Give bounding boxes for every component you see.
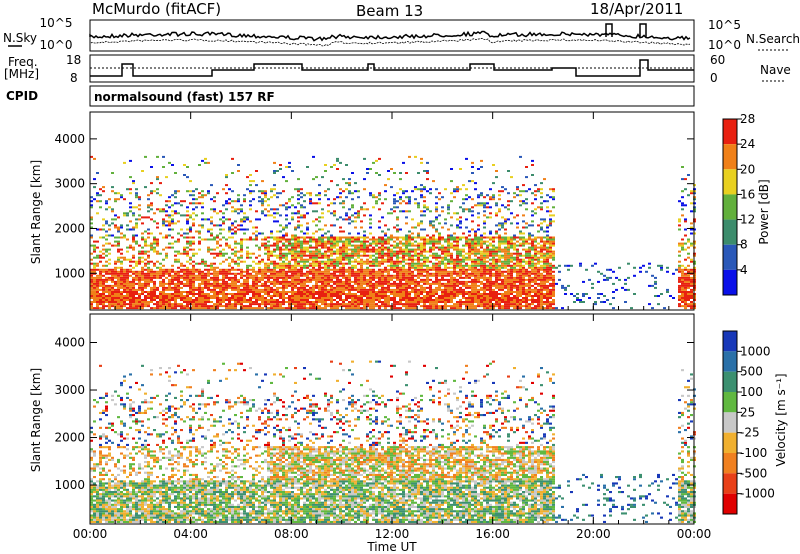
colorbar-tick: 20: [740, 162, 755, 176]
nave-label: Nave: [760, 63, 791, 77]
colorbar-swatch: [723, 351, 737, 372]
colorbar-swatch: [723, 169, 737, 195]
nave-tick-top: 60: [710, 53, 725, 67]
freq-tick-bottom: 8: [70, 71, 78, 85]
time-tick-label: 00:00: [677, 527, 712, 541]
nsky-tick-top: 10^5: [40, 16, 73, 30]
freq-label-line1: Freq.: [8, 55, 38, 69]
noise-strip: [89, 19, 695, 52]
range-tick-label: 4000: [54, 336, 85, 350]
range-tick-label: 1000: [54, 266, 85, 280]
power-colorbar-label: Power [dB]: [757, 179, 771, 244]
colorbar-swatch: [723, 371, 737, 392]
date-title: 18/Apr/2011: [590, 0, 683, 18]
colorbar-tick: 1000: [740, 344, 771, 358]
beam-title: Beam 13: [356, 2, 423, 20]
colorbar-swatch: [723, 269, 737, 295]
time-tick-label: 16:00: [475, 527, 510, 541]
colorbar-swatch: [723, 219, 737, 245]
colorbar-tick: -100: [740, 446, 767, 460]
colorbar-tick: 12: [740, 213, 755, 227]
colorbar-swatch: [723, 194, 737, 220]
range-tick-label: 2000: [54, 221, 85, 235]
colorbar-swatch: [723, 392, 737, 413]
colorbar-swatch: [723, 144, 737, 170]
range-tick-label: 4000: [54, 132, 85, 146]
colorbar-swatch: [723, 331, 737, 352]
velocity-ylabel: Slant Range [km]: [29, 368, 43, 472]
power-colorbar: 4 8 12 16 20 24 28: [722, 112, 755, 296]
range-tick-label: 1000: [54, 478, 85, 492]
nsearch-tick-top: 10^5: [708, 18, 741, 32]
velocity-panel: [90, 360, 696, 523]
colorbar-swatch: [723, 473, 737, 494]
range-tick-label: 3000: [54, 177, 85, 191]
colorbar-swatch: [723, 119, 737, 145]
colorbar-tick: 100: [740, 385, 763, 399]
time-axis: 00:00 04:00 08:00 12:00 16:00 20:00 00:00: [73, 112, 712, 541]
colorbar-swatch: [723, 453, 737, 474]
time-tick-label: 00:00: [73, 527, 108, 541]
colorbar-tick: -25: [740, 426, 760, 440]
freq-label-line2: [MHz]: [4, 67, 39, 81]
colorbar-tick: -500: [740, 466, 767, 480]
cpid-value: normalsound (fast) 157 RF: [94, 90, 275, 104]
colorbar-tick: -1000: [740, 487, 775, 501]
range-axis-ticks: 1000 2000 3000 4000 1000 2000 3000 4000: [54, 132, 694, 492]
colorbar-tick: 4: [740, 263, 748, 277]
colorbar-tick: 25: [740, 405, 755, 419]
time-tick-label: 12:00: [375, 527, 410, 541]
time-tick-label: 04:00: [173, 527, 208, 541]
colorbar-swatch: [723, 244, 737, 270]
colorbar-tick: 16: [740, 187, 755, 201]
station-title: McMurdo (fitACF): [92, 0, 221, 18]
nsearch-tick-bottom: 10^0: [708, 38, 741, 52]
nave-tick-bottom: 0: [710, 71, 718, 85]
range-tick-label: 2000: [54, 431, 85, 445]
colorbar-swatch: [723, 412, 737, 433]
freq-tick-top: 18: [66, 53, 81, 67]
colorbar-tick: 24: [740, 137, 755, 151]
velocity-colorbar: 1000 500 100 25 -25 -100 -500 -1000: [722, 330, 775, 515]
colorbar-tick: 8: [740, 238, 748, 252]
nsky-label: N.Sky: [3, 31, 37, 45]
time-tick-label: 08:00: [274, 527, 309, 541]
cpid-label: CPID: [6, 89, 38, 103]
time-tick-label: 20:00: [576, 527, 611, 541]
cpid-strip: [89, 85, 695, 107]
power-ylabel: Slant Range [km]: [29, 160, 43, 264]
range-tick-label: 3000: [54, 383, 85, 397]
velocity-colorbar-label: Velocity [m s⁻¹]: [774, 373, 788, 466]
colorbar-tick: 28: [740, 112, 755, 126]
xaxis-label: Time UT: [366, 540, 417, 554]
power-panel: [90, 155, 696, 310]
colorbar-swatch: [723, 493, 737, 514]
colorbar-tick: 500: [740, 365, 763, 379]
nsky-tick-bottom: 10^0: [40, 38, 73, 52]
noise-freq-traces: [89, 23, 694, 77]
colorbar-swatch: [723, 432, 737, 453]
nsearch-label: N.Search: [746, 32, 800, 46]
